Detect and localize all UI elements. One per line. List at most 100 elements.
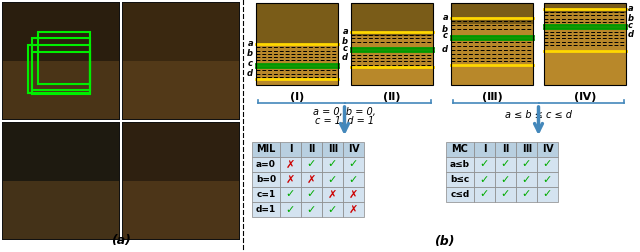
Bar: [451, 3, 533, 85]
Text: ✓: ✓: [501, 190, 510, 200]
Text: (Ⅱ): (Ⅱ): [383, 92, 401, 102]
Text: Ⅳ: Ⅳ: [542, 144, 553, 154]
Text: c: c: [343, 44, 348, 53]
Bar: [252, 157, 280, 172]
Text: Ⅱ: Ⅱ: [308, 144, 315, 154]
Text: ✓: ✓: [286, 190, 295, 200]
Text: c: c: [248, 59, 253, 68]
Text: ✓: ✓: [480, 160, 489, 170]
Bar: [343, 172, 364, 187]
Text: ✗: ✗: [328, 190, 337, 200]
Bar: [537, 157, 558, 172]
Bar: [301, 172, 322, 187]
Bar: [544, 13, 626, 85]
Bar: [516, 142, 537, 157]
Text: ✓: ✓: [307, 190, 316, 200]
Text: Ⅰ: Ⅰ: [483, 144, 486, 154]
Bar: [322, 157, 343, 172]
Bar: [446, 157, 474, 172]
Bar: [32, 52, 90, 94]
Bar: [537, 142, 558, 157]
Bar: [252, 187, 280, 202]
Text: a ≤ b ≤ c ≤ d: a ≤ b ≤ c ≤ d: [505, 110, 572, 120]
Bar: [256, 3, 338, 44]
Bar: [3, 123, 119, 239]
Text: ✗: ✗: [349, 205, 358, 214]
Text: d: d: [442, 45, 448, 54]
Bar: [495, 187, 516, 202]
Bar: [474, 187, 495, 202]
Bar: [280, 157, 301, 172]
Text: ✗: ✗: [307, 174, 316, 184]
Bar: [280, 187, 301, 202]
Bar: [451, 23, 533, 85]
Bar: [280, 172, 301, 187]
Text: a: a: [342, 27, 348, 36]
Bar: [537, 187, 558, 202]
Bar: [252, 172, 280, 187]
Text: ✓: ✓: [501, 160, 510, 170]
Bar: [516, 157, 537, 172]
Text: ✓: ✓: [522, 190, 531, 200]
Bar: [322, 172, 343, 187]
Bar: [446, 142, 474, 157]
Text: (Ⅲ): (Ⅲ): [482, 92, 502, 102]
Text: d: d: [342, 53, 348, 62]
Bar: [301, 202, 322, 217]
Text: b=0: b=0: [256, 175, 276, 184]
Text: ✗: ✗: [286, 160, 295, 170]
Bar: [2, 2, 120, 120]
Text: MC: MC: [452, 144, 468, 154]
Text: Ⅱ: Ⅱ: [502, 144, 509, 154]
Bar: [495, 172, 516, 187]
Text: ✓: ✓: [349, 160, 358, 170]
Text: a=0: a=0: [256, 160, 276, 169]
Text: Ⅲ: Ⅲ: [522, 144, 531, 154]
Bar: [28, 45, 90, 93]
Bar: [451, 3, 533, 23]
Text: ✓: ✓: [328, 205, 337, 214]
Bar: [495, 142, 516, 157]
Bar: [301, 157, 322, 172]
Bar: [123, 61, 239, 119]
Bar: [3, 3, 119, 119]
Bar: [301, 187, 322, 202]
Text: (Ⅳ): (Ⅳ): [574, 92, 596, 102]
Text: c: c: [628, 21, 633, 30]
Text: (a): (a): [111, 234, 131, 247]
Bar: [516, 187, 537, 202]
Bar: [3, 181, 119, 239]
Text: c≤d: c≤d: [451, 190, 470, 199]
Bar: [3, 61, 119, 119]
Bar: [544, 3, 626, 13]
Bar: [123, 123, 239, 239]
Text: ✓: ✓: [349, 174, 358, 184]
Text: a: a: [248, 40, 253, 48]
Bar: [256, 3, 338, 85]
Text: ✓: ✓: [286, 205, 295, 214]
Bar: [280, 202, 301, 217]
Bar: [252, 202, 280, 217]
Text: b: b: [247, 49, 253, 58]
Text: b: b: [628, 14, 634, 23]
Bar: [280, 142, 301, 157]
Bar: [2, 122, 120, 240]
Text: ✓: ✓: [543, 190, 552, 200]
Text: ✗: ✗: [349, 190, 358, 200]
Text: c: c: [443, 31, 448, 40]
Text: Ⅰ: Ⅰ: [289, 144, 292, 154]
Bar: [544, 3, 626, 85]
Text: d=1: d=1: [256, 205, 276, 214]
Bar: [446, 187, 474, 202]
Text: ✗: ✗: [286, 174, 295, 184]
Bar: [38, 32, 90, 84]
Text: b≤c: b≤c: [451, 175, 470, 184]
Text: a≤b: a≤b: [450, 160, 470, 169]
Text: c=1: c=1: [257, 190, 276, 199]
Bar: [122, 2, 240, 120]
Bar: [351, 3, 433, 36]
Text: ✓: ✓: [480, 190, 489, 200]
Bar: [123, 181, 239, 239]
Text: d: d: [247, 69, 253, 78]
Text: Ⅲ: Ⅲ: [328, 144, 337, 154]
